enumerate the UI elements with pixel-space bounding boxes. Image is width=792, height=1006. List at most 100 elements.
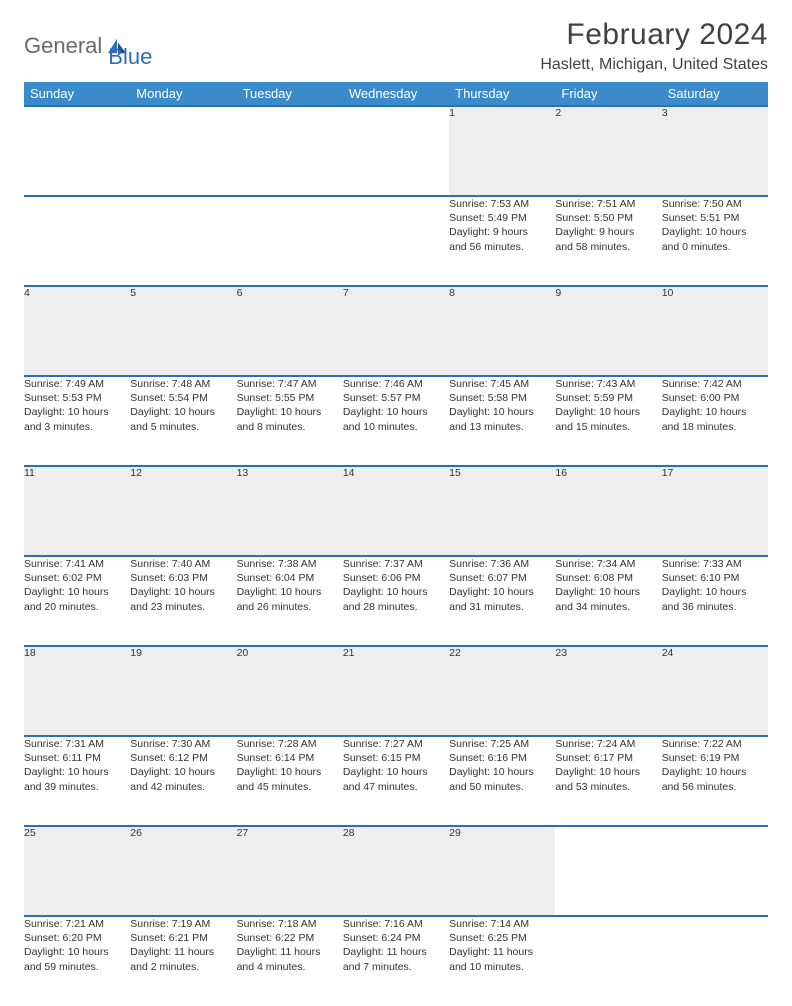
day-number-cell: 10 xyxy=(662,286,768,376)
day-number-cell: 3 xyxy=(662,106,768,196)
brand-logo: General Blue xyxy=(24,18,152,70)
sunset-line: Sunset: 5:49 PM xyxy=(449,211,555,225)
daylight-line-2: and 50 minutes. xyxy=(449,780,555,794)
daylight-line-1: Daylight: 10 hours xyxy=(449,585,555,599)
sunrise-line: Sunrise: 7:22 AM xyxy=(662,737,768,751)
day-detail-cell: Sunrise: 7:21 AMSunset: 6:20 PMDaylight:… xyxy=(24,916,130,1006)
daylight-line-1: Daylight: 10 hours xyxy=(130,765,236,779)
header: General Blue February 2024 Haslett, Mich… xyxy=(24,18,768,74)
day-detail-cell: Sunrise: 7:46 AMSunset: 5:57 PMDaylight:… xyxy=(343,376,449,466)
day-number-cell: 11 xyxy=(24,466,130,556)
day-number-cell: 25 xyxy=(24,826,130,916)
sunrise-line: Sunrise: 7:38 AM xyxy=(237,557,343,571)
sunset-line: Sunset: 6:22 PM xyxy=(237,931,343,945)
month-title: February 2024 xyxy=(540,18,768,52)
day-number-cell: 5 xyxy=(130,286,236,376)
sunset-line: Sunset: 6:04 PM xyxy=(237,571,343,585)
day-detail-cell: Sunrise: 7:16 AMSunset: 6:24 PMDaylight:… xyxy=(343,916,449,1006)
sunset-line: Sunset: 6:02 PM xyxy=(24,571,130,585)
sunrise-line: Sunrise: 7:47 AM xyxy=(237,377,343,391)
calendar-page: General Blue February 2024 Haslett, Mich… xyxy=(0,0,792,1006)
daylight-line-2: and 47 minutes. xyxy=(343,780,449,794)
calendar-body: 123Sunrise: 7:53 AMSunset: 5:49 PMDaylig… xyxy=(24,106,768,1006)
daylight-line-2: and 53 minutes. xyxy=(555,780,661,794)
daylight-line-1: Daylight: 10 hours xyxy=(662,585,768,599)
daylight-line-2: and 10 minutes. xyxy=(449,960,555,974)
sunrise-line: Sunrise: 7:24 AM xyxy=(555,737,661,751)
daylight-line-1: Daylight: 10 hours xyxy=(662,225,768,239)
weekday-header: Thursday xyxy=(449,82,555,106)
day-number-cell: 14 xyxy=(343,466,449,556)
day-number-row: 18192021222324 xyxy=(24,646,768,736)
daylight-line-1: Daylight: 9 hours xyxy=(555,225,661,239)
day-number-cell xyxy=(555,826,661,916)
sunset-line: Sunset: 5:51 PM xyxy=(662,211,768,225)
day-detail-cell: Sunrise: 7:33 AMSunset: 6:10 PMDaylight:… xyxy=(662,556,768,646)
day-number-cell: 19 xyxy=(130,646,236,736)
daylight-line-1: Daylight: 11 hours xyxy=(130,945,236,959)
daylight-line-2: and 56 minutes. xyxy=(662,780,768,794)
daylight-line-1: Daylight: 10 hours xyxy=(24,585,130,599)
day-detail-cell: Sunrise: 7:42 AMSunset: 6:00 PMDaylight:… xyxy=(662,376,768,466)
daylight-line-1: Daylight: 10 hours xyxy=(343,405,449,419)
weekday-header: Sunday xyxy=(24,82,130,106)
day-number-cell: 12 xyxy=(130,466,236,556)
sunrise-line: Sunrise: 7:27 AM xyxy=(343,737,449,751)
sunset-line: Sunset: 5:50 PM xyxy=(555,211,661,225)
daylight-line-2: and 39 minutes. xyxy=(24,780,130,794)
day-detail-row: Sunrise: 7:21 AMSunset: 6:20 PMDaylight:… xyxy=(24,916,768,1006)
sunrise-line: Sunrise: 7:46 AM xyxy=(343,377,449,391)
daylight-line-2: and 42 minutes. xyxy=(130,780,236,794)
day-detail-cell xyxy=(555,916,661,1006)
sunrise-line: Sunrise: 7:41 AM xyxy=(24,557,130,571)
day-detail-cell: Sunrise: 7:22 AMSunset: 6:19 PMDaylight:… xyxy=(662,736,768,826)
sunrise-line: Sunrise: 7:31 AM xyxy=(24,737,130,751)
day-number-cell: 8 xyxy=(449,286,555,376)
day-number-cell: 29 xyxy=(449,826,555,916)
daylight-line-1: Daylight: 11 hours xyxy=(449,945,555,959)
sunset-line: Sunset: 6:19 PM xyxy=(662,751,768,765)
day-number-cell: 4 xyxy=(24,286,130,376)
day-number-cell: 7 xyxy=(343,286,449,376)
day-number-cell: 26 xyxy=(130,826,236,916)
sunset-line: Sunset: 6:12 PM xyxy=(130,751,236,765)
daylight-line-1: Daylight: 10 hours xyxy=(237,765,343,779)
day-number-cell: 24 xyxy=(662,646,768,736)
weekday-header: Wednesday xyxy=(343,82,449,106)
day-detail-row: Sunrise: 7:31 AMSunset: 6:11 PMDaylight:… xyxy=(24,736,768,826)
daylight-line-2: and 56 minutes. xyxy=(449,240,555,254)
sunrise-line: Sunrise: 7:49 AM xyxy=(24,377,130,391)
day-number-cell: 9 xyxy=(555,286,661,376)
day-detail-cell: Sunrise: 7:14 AMSunset: 6:25 PMDaylight:… xyxy=(449,916,555,1006)
sunrise-line: Sunrise: 7:40 AM xyxy=(130,557,236,571)
day-number-cell: 13 xyxy=(237,466,343,556)
daylight-line-1: Daylight: 10 hours xyxy=(24,405,130,419)
sunrise-line: Sunrise: 7:34 AM xyxy=(555,557,661,571)
day-number-row: 45678910 xyxy=(24,286,768,376)
sunset-line: Sunset: 6:20 PM xyxy=(24,931,130,945)
weekday-header: Saturday xyxy=(662,82,768,106)
daylight-line-2: and 13 minutes. xyxy=(449,420,555,434)
daylight-line-2: and 45 minutes. xyxy=(237,780,343,794)
title-block: February 2024 Haslett, Michigan, United … xyxy=(540,18,768,74)
location-text: Haslett, Michigan, United States xyxy=(540,56,768,74)
day-detail-cell: Sunrise: 7:18 AMSunset: 6:22 PMDaylight:… xyxy=(237,916,343,1006)
sunrise-line: Sunrise: 7:18 AM xyxy=(237,917,343,931)
sunset-line: Sunset: 5:59 PM xyxy=(555,391,661,405)
daylight-line-1: Daylight: 9 hours xyxy=(449,225,555,239)
sunrise-line: Sunrise: 7:28 AM xyxy=(237,737,343,751)
day-detail-row: Sunrise: 7:41 AMSunset: 6:02 PMDaylight:… xyxy=(24,556,768,646)
day-detail-cell: Sunrise: 7:27 AMSunset: 6:15 PMDaylight:… xyxy=(343,736,449,826)
sunset-line: Sunset: 6:16 PM xyxy=(449,751,555,765)
sunset-line: Sunset: 6:10 PM xyxy=(662,571,768,585)
sunset-line: Sunset: 5:55 PM xyxy=(237,391,343,405)
day-detail-cell: Sunrise: 7:51 AMSunset: 5:50 PMDaylight:… xyxy=(555,196,661,286)
weekday-header: Friday xyxy=(555,82,661,106)
daylight-line-1: Daylight: 10 hours xyxy=(449,765,555,779)
daylight-line-1: Daylight: 10 hours xyxy=(24,945,130,959)
sunset-line: Sunset: 6:14 PM xyxy=(237,751,343,765)
day-detail-cell: Sunrise: 7:34 AMSunset: 6:08 PMDaylight:… xyxy=(555,556,661,646)
day-detail-cell: Sunrise: 7:48 AMSunset: 5:54 PMDaylight:… xyxy=(130,376,236,466)
day-number-row: 123 xyxy=(24,106,768,196)
daylight-line-1: Daylight: 11 hours xyxy=(343,945,449,959)
